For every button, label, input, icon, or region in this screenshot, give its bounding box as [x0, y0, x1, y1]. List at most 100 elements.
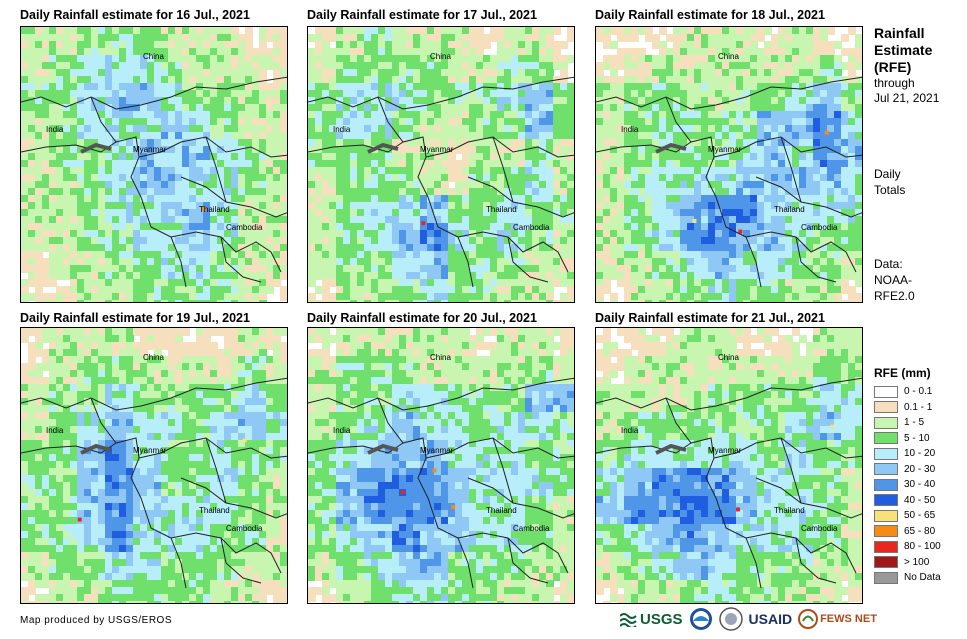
map-label-china: China	[143, 353, 164, 362]
map-label-china: China	[718, 353, 739, 362]
legend-label: > 100	[904, 556, 930, 568]
legend-label: 30 - 40	[904, 479, 936, 491]
legend-item: 20 - 30	[874, 462, 964, 478]
rainfall-map-19-jul: China India Myanmar Thailand Cambodia	[20, 327, 288, 604]
side-daily: Daily	[874, 167, 901, 181]
panel-title-6: Daily Rainfall estimate for 21 Jul., 202…	[595, 311, 825, 325]
legend-label: 10 - 20	[904, 448, 936, 460]
map-label-china: China	[718, 52, 739, 61]
legend-title: RFE (mm)	[874, 366, 931, 380]
legend-swatch	[874, 478, 898, 491]
legend-swatch	[874, 509, 898, 522]
side-totals: Totals	[874, 183, 906, 197]
usaid-logo: USAID	[749, 606, 793, 632]
usgs-logo: USGS	[620, 606, 683, 632]
map-label-cambodia: Cambodia	[801, 223, 838, 232]
side-title-line3: (RFE)	[874, 59, 912, 75]
legend-swatch	[874, 571, 898, 584]
map-canvas: China India Myanmar Thailand Cambodia	[308, 27, 574, 302]
credit-text: Map produced by USGS/EROS	[20, 615, 173, 626]
map-label-thailand: Thailand	[199, 506, 230, 515]
legend-swatch	[874, 463, 898, 476]
map-label-myanmar: Myanmar	[708, 446, 742, 455]
rainfall-map-16-jul: China India Myanmar Thailand Cambodia	[20, 26, 288, 303]
seal-icon	[718, 607, 743, 631]
map-label-thailand: Thailand	[486, 205, 517, 214]
legend-label: 5 - 10	[904, 432, 930, 444]
side-date: Jul 21, 2021	[874, 91, 940, 105]
legend-item: 0.1 - 1	[874, 400, 964, 416]
legend-swatch	[874, 385, 898, 398]
map-label-india: India	[621, 125, 639, 134]
legend-swatch	[874, 494, 898, 507]
usgs-wave-icon	[620, 613, 637, 627]
map-canvas: China India Myanmar Thailand Cambodia	[596, 27, 862, 302]
legend-item: 30 - 40	[874, 477, 964, 493]
side-title: Rainfall Estimate (RFE) through Jul 21, …	[874, 25, 939, 106]
panel-title-5: Daily Rainfall estimate for 20 Jul., 202…	[307, 311, 537, 325]
rfe-legend: RFE (mm) 0 - 0.1 0.1 - 1 1 - 5 5 - 10 10 - 2…	[874, 366, 964, 586]
usgs-logo-text: USGS	[640, 610, 683, 628]
legend-label: No Data	[904, 572, 941, 584]
map-label-myanmar: Myanmar	[420, 446, 454, 455]
rainfall-map-21-jul: China India Myanmar Thailand Cambodia	[595, 327, 863, 604]
map-canvas: China India Myanmar Thailand Cambodia	[21, 328, 287, 603]
fewsnet-logo-text: FEWS NET	[820, 613, 877, 625]
legend-swatch	[874, 556, 898, 569]
legend-item: 10 - 20	[874, 446, 964, 462]
map-label-cambodia: Cambodia	[801, 524, 838, 533]
fewsnet-emblem-icon	[798, 609, 819, 629]
fewsnet-logo: FEWS NET	[798, 606, 877, 632]
legend-label: 50 - 65	[904, 510, 936, 522]
side-data-source: Data: NOAA- RFE2.0	[874, 256, 915, 304]
noaa-emblem-icon	[689, 608, 712, 630]
panel-title-1: Daily Rainfall estimate for 16 Jul., 202…	[20, 8, 250, 22]
map-label-india: India	[333, 125, 351, 134]
map-label-myanmar: Myanmar	[708, 145, 742, 154]
map-label-china: China	[430, 52, 451, 61]
map-label-myanmar: Myanmar	[420, 145, 454, 154]
legend-item: No Data	[874, 570, 964, 586]
map-label-thailand: Thailand	[486, 506, 517, 515]
legend-swatch	[874, 401, 898, 414]
map-label-thailand: Thailand	[199, 205, 230, 214]
legend-label: 40 - 50	[904, 494, 936, 506]
side-data-src2: RFE2.0	[874, 289, 915, 303]
map-label-india: India	[333, 426, 351, 435]
map-label-cambodia: Cambodia	[513, 223, 550, 232]
map-label-cambodia: Cambodia	[226, 223, 263, 232]
legend-rows: 0 - 0.1 0.1 - 1 1 - 5 5 - 10 10 - 20 20 - 30 3…	[874, 384, 964, 586]
legend-item: 40 - 50	[874, 493, 964, 509]
legend-item: 1 - 5	[874, 415, 964, 431]
legend-swatch	[874, 540, 898, 553]
map-canvas: China India Myanmar Thailand Cambodia	[308, 328, 574, 603]
side-through: through	[874, 76, 915, 90]
legend-item: > 100	[874, 555, 964, 571]
map-label-myanmar: Myanmar	[133, 145, 167, 154]
panel-title-3: Daily Rainfall estimate for 18 Jul., 202…	[595, 8, 825, 22]
map-canvas: China India Myanmar Thailand Cambodia	[596, 328, 862, 603]
legend-label: 65 - 80	[904, 525, 936, 537]
map-label-cambodia: Cambodia	[226, 524, 263, 533]
legend-label: 0 - 0.1	[904, 386, 933, 398]
legend-swatch	[874, 525, 898, 538]
legend-label: 0.1 - 1	[904, 401, 933, 413]
state-dept-seal	[718, 606, 743, 632]
side-data-label: Data:	[874, 257, 903, 271]
map-label-cambodia: Cambodia	[513, 524, 550, 533]
legend-item: 80 - 100	[874, 539, 964, 555]
panel-title-4: Daily Rainfall estimate for 19 Jul., 202…	[20, 311, 250, 325]
map-label-myanmar: Myanmar	[133, 446, 167, 455]
side-title-line2: Estimate	[874, 42, 933, 58]
legend-label: 80 - 100	[904, 541, 941, 553]
legend-item: 65 - 80	[874, 524, 964, 540]
map-label-china: China	[430, 353, 451, 362]
side-data-src1: NOAA-	[874, 273, 913, 287]
rainfall-map-18-jul: China India Myanmar Thailand Cambodia	[595, 26, 863, 303]
map-label-india: India	[46, 426, 64, 435]
legend-swatch	[874, 432, 898, 445]
map-label-india: India	[621, 426, 639, 435]
noaa-logo	[689, 606, 713, 632]
side-daily-totals: Daily Totals	[874, 166, 905, 198]
legend-label: 20 - 30	[904, 463, 936, 475]
